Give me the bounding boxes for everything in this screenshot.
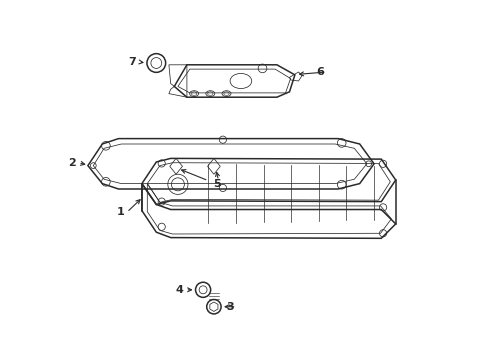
Text: 7: 7 bbox=[128, 57, 136, 67]
Text: 4: 4 bbox=[175, 285, 183, 295]
Text: 2: 2 bbox=[68, 158, 76, 168]
Text: 6: 6 bbox=[316, 67, 324, 77]
Text: 5: 5 bbox=[213, 179, 221, 189]
Text: 3: 3 bbox=[226, 302, 233, 312]
Text: 1: 1 bbox=[116, 207, 124, 217]
